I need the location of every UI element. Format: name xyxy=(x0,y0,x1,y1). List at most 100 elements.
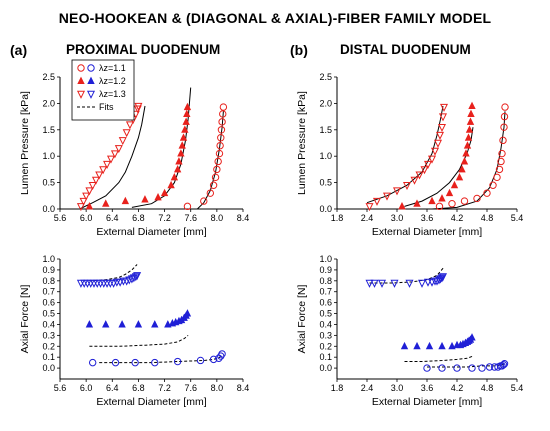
y-tick-label: 0.2 xyxy=(319,341,332,351)
marker-triangle-down xyxy=(405,279,414,288)
x-tick-label: 1.8 xyxy=(331,213,344,223)
marker-triangle-down xyxy=(377,279,387,288)
marker-triangle-down xyxy=(133,272,142,281)
marker-circle xyxy=(500,360,509,368)
y-axis-label: Lumen Pressure [kPa] xyxy=(296,91,308,195)
x-tick-label: 4.8 xyxy=(481,383,494,393)
y-tick-label: 0.7 xyxy=(42,287,55,297)
y-tick-label: 0.8 xyxy=(319,276,332,286)
series-triangle-up-filled xyxy=(85,102,192,210)
marker-triangle-down xyxy=(127,275,136,284)
x-tick-label: 5.6 xyxy=(54,213,67,223)
marker-circle xyxy=(219,103,228,111)
x-tick-label: 6.0 xyxy=(80,213,93,223)
x-tick-label: 6.0 xyxy=(80,383,93,393)
marker-triangle-down xyxy=(439,103,449,112)
marker-triangle-down xyxy=(402,182,412,191)
marker-triangle-down xyxy=(86,90,96,99)
marker-circle xyxy=(499,361,508,369)
x-tick-label: 4.2 xyxy=(451,213,464,223)
x-tick-label: 5.4 xyxy=(511,383,524,393)
y-tick-label: 2.0 xyxy=(319,98,332,108)
marker-triangle-up xyxy=(468,333,476,341)
x-tick-label: 4.8 xyxy=(481,213,494,223)
y-tick-label: 0.0 xyxy=(42,363,55,373)
marker-circle xyxy=(196,356,205,365)
y-tick-label: 0.0 xyxy=(42,204,55,214)
x-tick-label: 5.6 xyxy=(54,383,67,393)
marker-triangle-up xyxy=(87,76,95,84)
y-tick-label: 0.2 xyxy=(42,341,55,351)
marker-triangle-up xyxy=(464,133,473,141)
marker-circle xyxy=(489,181,497,189)
chart-top-left: 5.6 6.0 6.4 6.8 7.2 7.6 8.0 8.4 0.0 0.5 1.0 1.5 2.0 2… xyxy=(19,72,249,238)
marker-circle xyxy=(501,103,509,111)
marker-circle xyxy=(217,134,225,142)
marker-triangle-down xyxy=(134,102,143,111)
y-tick-label: 2.5 xyxy=(319,72,332,82)
marker-triangle-up xyxy=(118,320,126,328)
x-tick-label: 6.8 xyxy=(132,213,145,223)
marker-triangle-down xyxy=(116,278,125,287)
x-axis-label: External Diameter [mm] xyxy=(372,226,482,238)
fit-curve xyxy=(89,335,189,347)
y-tick-label: 1.0 xyxy=(319,254,332,264)
marker-triangle-up xyxy=(465,125,474,133)
marker-circle xyxy=(483,189,491,197)
marker-circle xyxy=(151,358,159,367)
y-tick-label: 0.1 xyxy=(42,352,55,362)
marker-triangle-up xyxy=(77,76,85,84)
y-tick-label: 0.5 xyxy=(42,178,55,188)
marker-circle xyxy=(460,197,469,205)
series-triangle-down-open xyxy=(365,103,449,212)
y-tick-label: 0.8 xyxy=(42,276,55,286)
marker-circle xyxy=(183,202,192,211)
y-tick-label: 0.3 xyxy=(42,330,55,340)
marker-triangle-up xyxy=(121,196,130,205)
marker-triangle-up xyxy=(398,201,406,210)
marker-triangle-up xyxy=(173,165,182,173)
marker-triangle-up xyxy=(181,125,189,133)
marker-triangle-down xyxy=(131,273,140,282)
marker-triangle-down xyxy=(438,273,448,282)
series-circle-open xyxy=(435,103,509,211)
x-axis-label: External Diameter [mm] xyxy=(96,396,206,408)
marker-circle xyxy=(219,110,227,118)
marker-triangle-down xyxy=(88,182,97,191)
marker-triangle-up xyxy=(167,180,175,189)
x-tick-label: 3.6 xyxy=(421,383,434,393)
marker-triangle-down xyxy=(95,171,104,180)
y-tick-label: 0.9 xyxy=(319,265,332,275)
y-tick-label: 0.4 xyxy=(42,319,55,329)
marker-circle xyxy=(131,358,139,367)
marker-triangle-down xyxy=(122,129,131,138)
series-triangle-up-filled xyxy=(398,101,476,210)
marker-triangle-down xyxy=(99,166,108,175)
y-tick-label: 1.0 xyxy=(42,254,55,264)
marker-triangle-up xyxy=(178,141,186,149)
marker-triangle-down xyxy=(85,187,94,196)
y-tick-label: 0.0 xyxy=(319,204,332,214)
marker-triangle-down xyxy=(427,155,437,164)
marker-circle xyxy=(423,364,431,372)
figure-title: NEO-HOOKEAN & (DIAGONAL & AXIAL)-FIBER F… xyxy=(58,10,492,26)
marker-circle xyxy=(478,364,486,372)
marker-circle xyxy=(435,202,444,211)
y-tick-label: 1.0 xyxy=(319,151,332,161)
marker-triangle-down xyxy=(410,176,419,185)
y-axis-label: Lumen Pressure [kPa] xyxy=(19,91,31,195)
x-tick-label: 3.0 xyxy=(391,213,404,223)
marker-circle xyxy=(211,173,220,182)
marker-circle xyxy=(111,358,120,367)
marker-triangle-down xyxy=(435,131,445,140)
marker-triangle-down xyxy=(118,137,127,146)
y-tick-label: 0.6 xyxy=(42,298,55,308)
marker-triangle-up xyxy=(182,117,190,125)
marker-triangle-down xyxy=(76,90,86,99)
marker-triangle-down xyxy=(133,105,142,114)
marker-circle xyxy=(453,364,461,372)
marker-circle xyxy=(216,141,224,150)
marker-circle xyxy=(493,173,501,182)
x-tick-label: 7.6 xyxy=(184,383,197,393)
